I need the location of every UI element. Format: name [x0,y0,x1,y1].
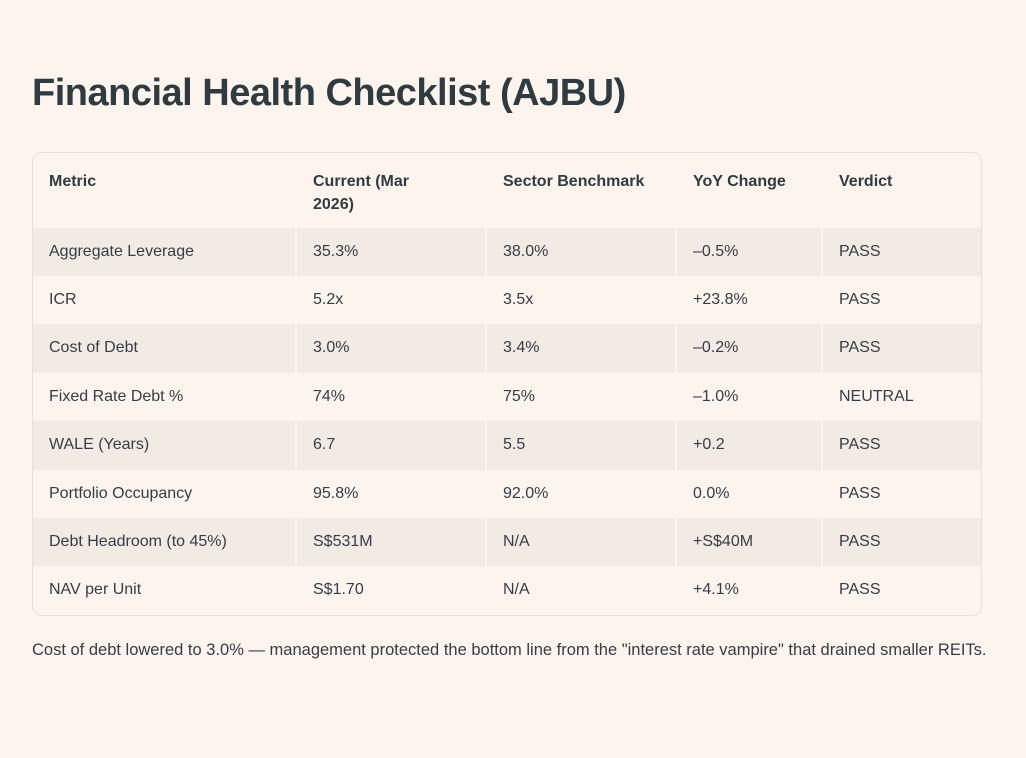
column-header-label: Metric [49,172,97,190]
cell-yoy-change: 0.0% [675,469,822,518]
cell-benchmark: 3.4% [485,324,676,373]
cell-yoy-change: +4.1% [675,566,822,615]
cell-verdict: NEUTRAL [821,372,981,422]
cell-verdict: PASS [821,275,981,325]
cell-verdict: PASS [821,227,981,276]
cell-metric: WALE (Years) [49,436,150,454]
column-header-verdict: Verdict [821,152,981,228]
cell-verdict: PASS [821,324,981,373]
page-title: Financial Health Checklist (AJBU) [32,72,626,114]
cell-metric: Aggregate Leverage [49,242,194,260]
cell-metric: ICR [49,290,77,308]
column-header-label: Sector Benchmark [503,172,645,190]
cell-metric: NAV per Unit [49,581,142,599]
table-row: Debt Headroom (to 45%) S$531M N/A +S$40M PAS… [33,517,981,567]
cell-metric: Debt Headroom (to 45%) [49,532,227,550]
cell-current: 3.0% [295,324,486,373]
table-row: ICR 5.2x 3.5x +23.8% PASS [33,275,981,325]
table-header: Metric Current (Mar 2026) Sector Benchmark… [33,152,981,228]
cell-yoy-change: –1.0% [675,372,822,422]
cell-current: S$1.70 [295,566,486,615]
cell-verdict: PASS [821,517,981,567]
cell-benchmark: N/A [485,566,676,615]
table-row: Aggregate Leverage 35.3% 38.0% –0.5% PASS [33,227,981,276]
cell-current: 74% [295,372,486,422]
cell-yoy-change: –0.5% [675,227,822,276]
cell-benchmark: N/A [485,517,676,567]
table-row: Fixed Rate Debt % 74% 75% –1.0% NEUTRAL [33,372,981,422]
cell-current: 5.2x [295,275,486,325]
cell-verdict: PASS [821,421,981,470]
cell-yoy-change: +0.2 [675,421,822,470]
column-header-label: Verdict [839,172,893,190]
column-header-yoy-change: YoY Change [675,152,822,228]
cell-benchmark: 38.0% [485,227,676,276]
financial-table-container: Metric Current (Mar 2026) Sector Benchmark… [32,151,982,616]
table-row: Cost of Debt 3.0% 3.4% –0.2% PASS [33,324,981,373]
footnote: Cost of debt lowered to 3.0% — managemen… [32,640,987,659]
cell-benchmark: 3.5x [485,275,676,325]
cell-verdict: PASS [821,566,981,615]
cell-benchmark: 92.0% [485,469,676,518]
cell-metric: Portfolio Occupancy [49,484,193,502]
cell-current: S$531M [295,517,486,567]
cell-verdict: PASS [821,469,981,518]
cell-benchmark: 5.5 [485,421,676,470]
cell-metric: Cost of Debt [49,339,138,357]
cell-yoy-change: –0.2% [675,324,822,373]
cell-current: 35.3% [295,227,486,276]
column-header-metric: Metric [33,153,296,228]
table-row: Portfolio Occupancy 95.8% 92.0% 0.0% PASS [33,469,981,518]
cell-yoy-change: +23.8% [675,275,822,325]
column-header-benchmark: Sector Benchmark [485,152,676,228]
cell-benchmark: 75% [485,372,676,422]
column-header-label: Current (Mar 2026) [313,172,410,213]
cell-metric: Fixed Rate Debt % [49,387,184,405]
financial-health-table: Metric Current (Mar 2026) Sector Benchmark… [33,152,981,615]
column-header-current: Current (Mar 2026) [295,152,486,228]
column-header-label: YoY Change [693,172,786,190]
table-header-row: Metric Current (Mar 2026) Sector Benchmark… [33,152,981,228]
cell-current: 95.8% [295,469,486,518]
table-row: WALE (Years) 6.7 5.5 +0.2 PASS [33,421,981,470]
cell-yoy-change: +S$40M [675,517,822,567]
cell-current: 6.7 [295,421,486,470]
table-row: NAV per Unit S$1.70 N/A +4.1% PASS [33,566,981,615]
table-body: Aggregate Leverage 35.3% 38.0% –0.5% PASS ICR… [33,227,981,615]
